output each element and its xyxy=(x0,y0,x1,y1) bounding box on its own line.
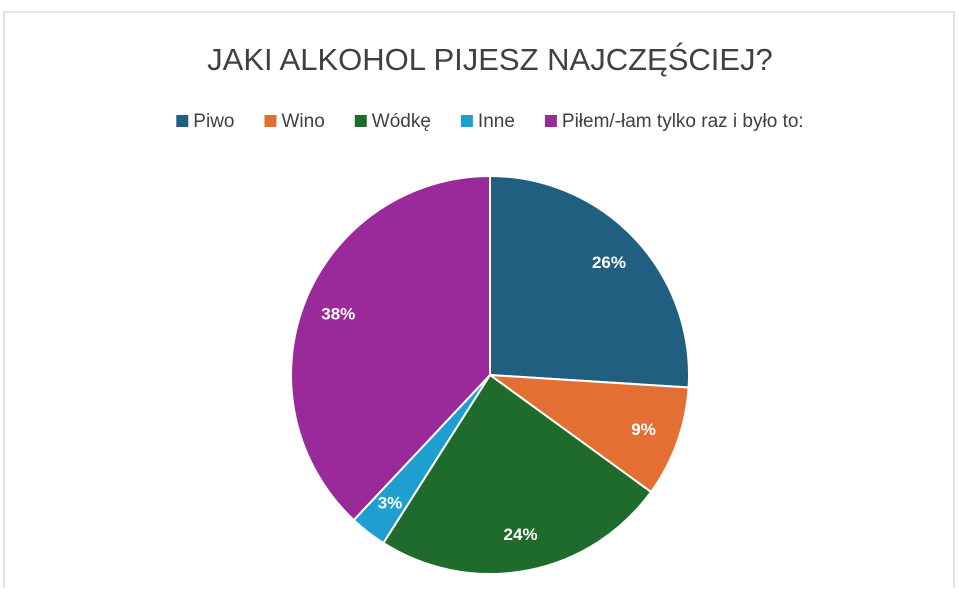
data-label: 38% xyxy=(321,304,355,323)
data-label: 26% xyxy=(592,253,626,272)
legend-label: Piłem/-łam tylko raz i było to: xyxy=(562,111,804,132)
legend-swatch xyxy=(176,115,189,127)
legend-swatch xyxy=(544,115,557,127)
pie-slice xyxy=(381,373,653,575)
legend-swatch xyxy=(264,115,277,127)
legend-label: Inne xyxy=(478,111,515,132)
legend-label: Wódkę xyxy=(372,111,431,132)
data-label: 24% xyxy=(504,525,538,544)
legend-swatch xyxy=(354,115,367,127)
legend-label: Wino xyxy=(281,111,324,132)
pie-slice xyxy=(489,174,690,389)
legend: Piwo Wino Wódkę Inne Piłem/-łam tylko raz i … xyxy=(176,111,804,132)
data-label: 3% xyxy=(378,493,403,512)
data-label: 9% xyxy=(631,420,656,439)
chart-title: JAKI ALKOHOL PIJESZ NAJCZĘŚCIEJ? xyxy=(207,41,773,77)
legend-label: Piwo xyxy=(193,111,234,132)
pie-slice xyxy=(486,373,690,494)
legend-swatch xyxy=(460,115,473,127)
pie-slice xyxy=(290,174,491,522)
